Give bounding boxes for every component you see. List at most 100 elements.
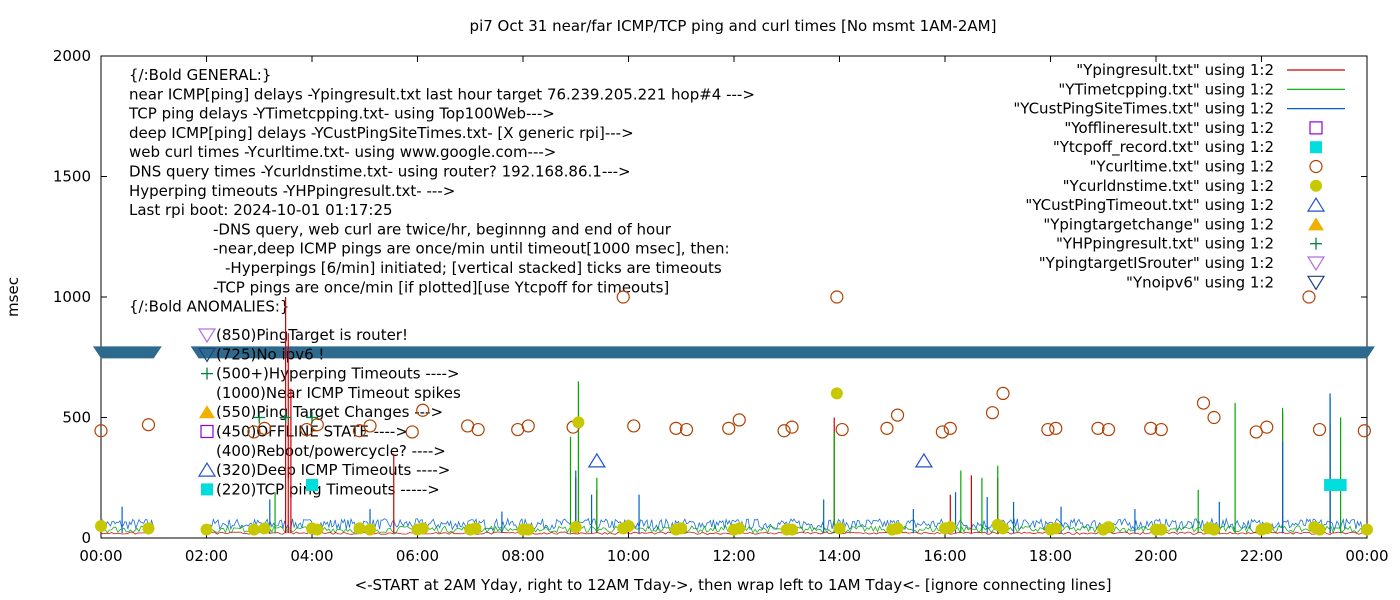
data-point — [471, 422, 485, 437]
data-point — [200, 523, 213, 536]
data-point — [1144, 421, 1158, 435]
data-point — [1154, 422, 1168, 437]
data-point — [833, 522, 846, 535]
anomaly-key-marker — [197, 347, 217, 363]
data-point — [675, 522, 688, 535]
data-point — [142, 522, 155, 535]
data-point — [1334, 478, 1347, 491]
data-point — [1049, 522, 1062, 535]
note-line: near ICMP[ping] delays -Ypingresult.txt … — [129, 85, 755, 103]
anomaly-key-label: (550)Ping Target Changes ---> — [216, 403, 443, 421]
note-line: TCP ping delays -YTimetcpping.txt- using… — [128, 105, 555, 123]
anomaly-key-marker — [201, 483, 213, 496]
note-line: Last rpi boot: 2024-10-01 01:17:25 — [129, 201, 393, 219]
data-point — [722, 421, 736, 435]
anomaly-key-marker — [197, 328, 217, 344]
data-point — [880, 421, 894, 435]
data-point — [1313, 523, 1326, 536]
data-point — [786, 523, 799, 536]
note-line: {/:Bold ANOMALIES:} — [129, 298, 289, 316]
note-line: -TCP pings are once/min [if plotted][use… — [213, 278, 669, 296]
data-point — [935, 425, 949, 439]
data-point — [1260, 420, 1274, 434]
anomaly-key-marker — [200, 424, 214, 439]
note-line: Hyperping timeouts -YHPpingresult.txt- -… — [129, 182, 455, 200]
anomaly-key-label: (850)PingTarget is router! — [216, 326, 408, 344]
data-point — [1102, 521, 1115, 534]
data-point — [1249, 425, 1263, 439]
no-ipv6-marker-band — [93, 346, 162, 359]
legend-label: "YHPpingresult.txt" using 1:2 — [1056, 235, 1274, 253]
anomaly-key-label: (320)Deep ICMP Timeouts ----> — [216, 461, 450, 479]
data-point — [95, 519, 107, 532]
anomaly-key-label: (500+)Hyperping Timeouts ----> — [216, 365, 460, 383]
data-point — [364, 523, 377, 536]
x-tick-label: 22:00 — [1240, 547, 1283, 565]
data-point — [306, 411, 318, 424]
data-point — [352, 424, 367, 438]
legend-swatch — [1308, 217, 1324, 231]
data-point — [1208, 523, 1221, 536]
note-line: -DNS query, web curl are twice/hr, begin… — [213, 220, 672, 238]
data-point — [353, 522, 366, 535]
data-point — [279, 411, 292, 424]
data-point — [997, 522, 1010, 535]
data-point — [469, 522, 482, 535]
y-tick-label: 2000 — [53, 47, 91, 65]
data-point — [733, 522, 746, 535]
legend-label: "Ynoipv6" using 1:2 — [1126, 273, 1274, 291]
data-point — [914, 452, 933, 468]
note-line: web curl times -Ycurltime.txt- using www… — [129, 143, 556, 161]
legend-swatch — [1309, 159, 1323, 174]
data-point — [258, 522, 271, 535]
data-point — [679, 422, 694, 437]
notes-block: {/:Bold GENERAL:}near ICMP[ping] delays … — [128, 66, 755, 316]
data-point — [416, 403, 430, 417]
data-point — [247, 523, 260, 536]
legend-swatch — [1310, 179, 1322, 192]
anomaly-key-label: (400)Reboot/powercycle? ----> — [216, 442, 446, 460]
note-line: -near,deep ICMP pings are once/min until… — [213, 240, 730, 258]
x-tick-label: 14:00 — [818, 547, 861, 565]
legend-swatch — [1310, 237, 1322, 250]
data-point — [310, 418, 324, 432]
note-line: -Hyperpings [6/min] initiated; [vertical… — [225, 259, 722, 277]
data-point — [257, 421, 272, 435]
data-point — [416, 522, 429, 535]
data-point — [777, 424, 791, 438]
data-point — [622, 519, 635, 532]
data-point — [1091, 421, 1105, 435]
data-point — [306, 478, 318, 491]
legend-label: "YTimetcpping.txt" using 1:2 — [1058, 80, 1274, 98]
data-point — [521, 419, 535, 433]
no-ipv6-band — [93, 346, 1375, 359]
data-point — [944, 521, 957, 534]
data-point — [1361, 523, 1373, 536]
data-point — [996, 386, 1010, 400]
data-point — [830, 387, 843, 400]
anomaly-key-marker — [197, 461, 217, 477]
legend-swatch — [1306, 256, 1326, 272]
no-ipv6-marker-band — [190, 346, 1375, 359]
data-point — [1302, 290, 1316, 304]
legend-swatch — [1306, 275, 1326, 291]
x-tick-label: 08:00 — [501, 547, 544, 565]
anomaly-key-label: (725)No ipv6 ! — [216, 345, 324, 363]
legend-label: "YpingtargetISrouter" using 1:2 — [1039, 254, 1274, 272]
legend-label: "Ypingresult.txt" using 1:2 — [1076, 61, 1274, 79]
data-point — [627, 419, 641, 433]
x-tick-label: 12:00 — [712, 547, 755, 565]
legend-swatch — [1309, 121, 1323, 135]
data-point — [1196, 396, 1211, 410]
x-tick-label: 20:00 — [1134, 547, 1177, 565]
y-axis-label: msec — [4, 277, 22, 317]
data-point — [785, 420, 799, 434]
data-point — [616, 290, 630, 304]
note-line: {/:Bold GENERAL:} — [129, 66, 271, 84]
data-point — [587, 452, 606, 468]
data-point — [669, 421, 683, 435]
x-tick-label: 02:00 — [185, 547, 228, 565]
data-point — [569, 521, 582, 534]
y-tick-label: 1500 — [53, 168, 91, 186]
